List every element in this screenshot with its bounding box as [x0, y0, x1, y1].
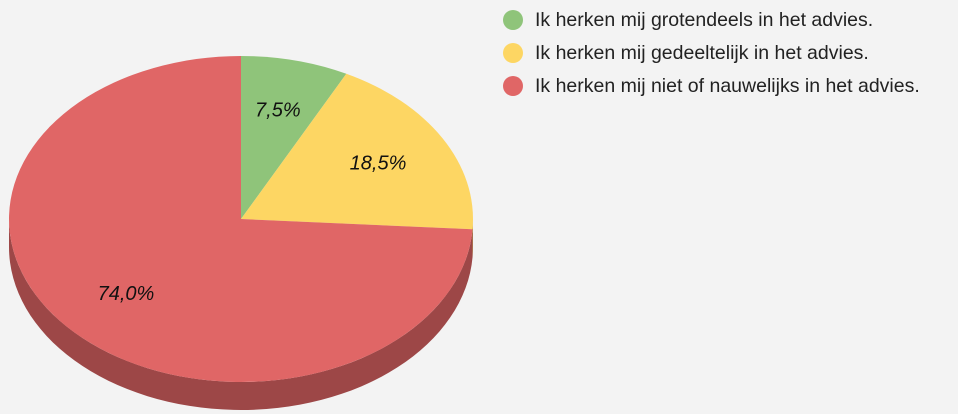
- slice: [9, 56, 473, 382]
- legend-item: Ik herken mij grotendeels in het advies.: [503, 8, 955, 32]
- legend-label: Ik herken mij niet of nauwelijks in het …: [535, 75, 920, 97]
- legend-swatch: [503, 76, 523, 96]
- legend-label: Ik herken mij grotendeels in het advies.: [535, 9, 874, 31]
- legend-item: Ik herken mij niet of nauwelijks in het …: [503, 74, 955, 98]
- legend-swatch: [503, 43, 523, 63]
- data-label: 74,0%: [98, 283, 155, 305]
- data-label: 7,5%: [255, 100, 301, 122]
- legend-item: Ik herken mij gedeeltelijk in het advies…: [503, 41, 955, 65]
- slice: [241, 56, 347, 219]
- pie-area: 7,5% 18,5% 74,0%: [9, 56, 474, 411]
- data-label: 18,5%: [350, 152, 407, 174]
- legend-label: Ik herken mij gedeeltelijk in het advies…: [535, 42, 869, 64]
- legend: Ik herken mij grotendeels in het advies.…: [503, 8, 955, 107]
- slice-side: [9, 219, 473, 411]
- legend-swatch: [503, 10, 523, 30]
- slice: [241, 73, 474, 230]
